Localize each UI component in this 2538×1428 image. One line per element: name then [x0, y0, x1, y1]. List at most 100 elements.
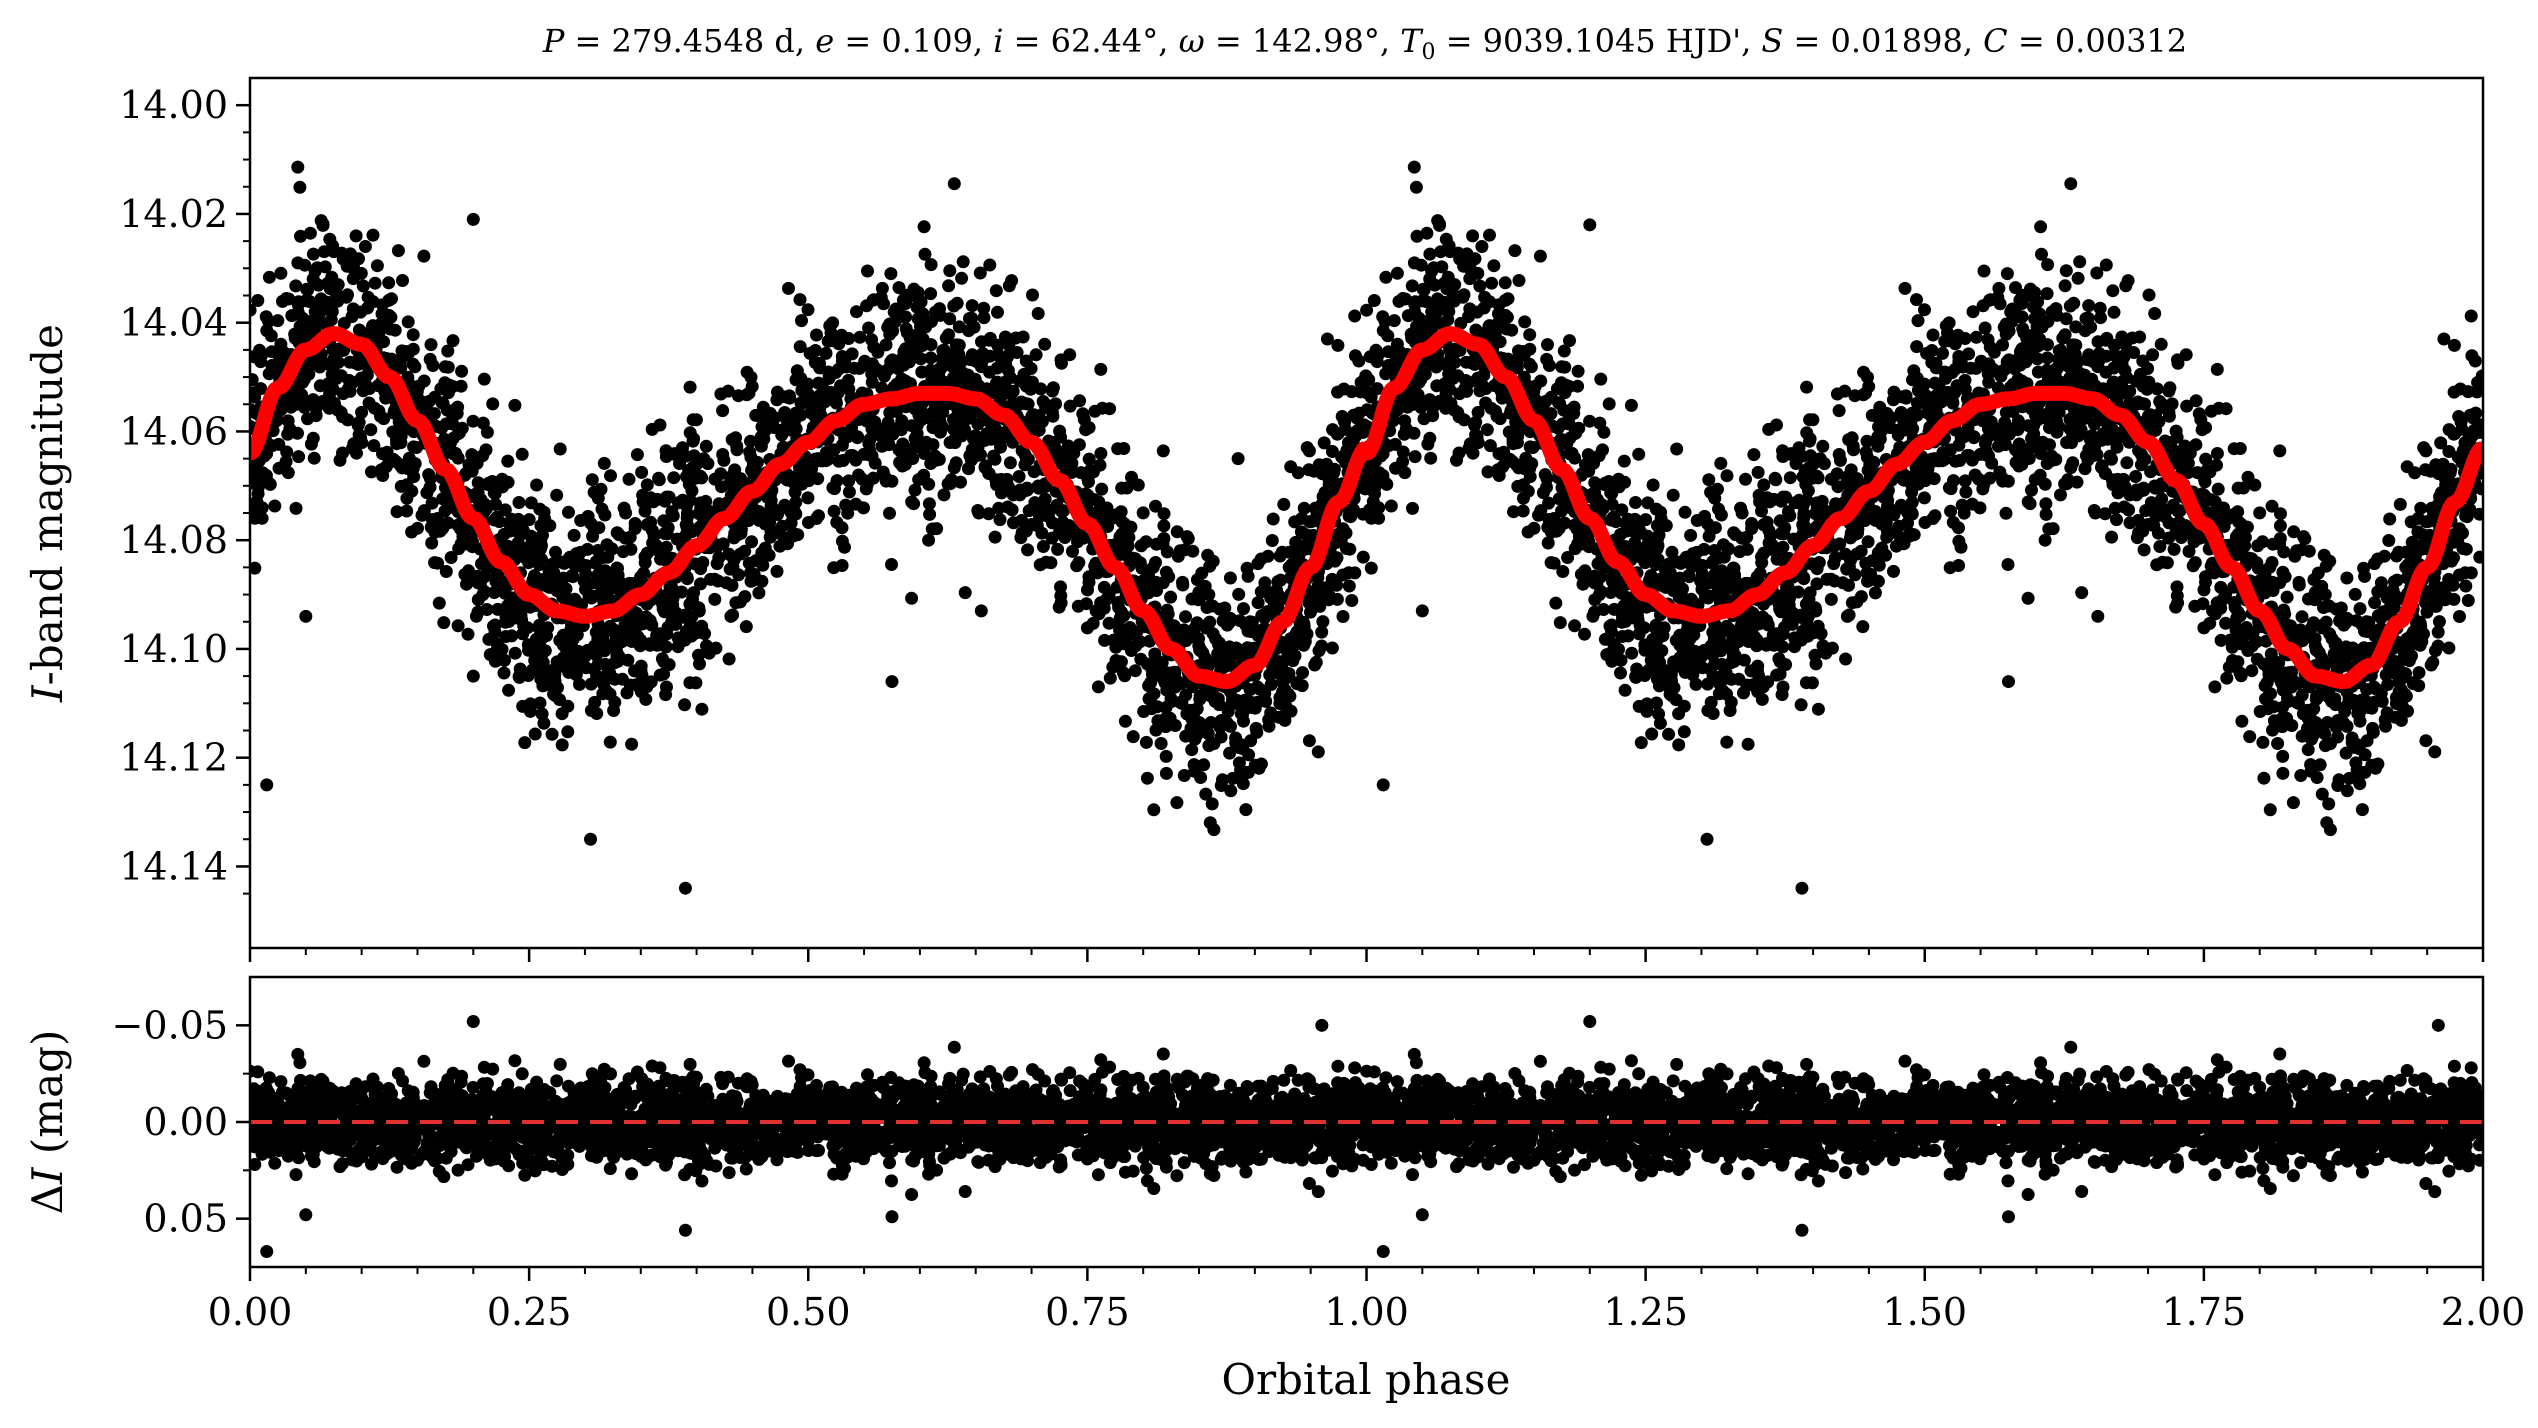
data-point — [683, 380, 697, 394]
data-point — [528, 727, 542, 741]
data-point — [2129, 488, 2143, 502]
data-point — [1290, 677, 1304, 691]
data-point — [2137, 543, 2151, 557]
data-point — [1103, 671, 1117, 685]
data-point — [2134, 367, 2147, 381]
data-point — [746, 458, 760, 472]
data-point — [617, 501, 631, 515]
data-point — [1479, 396, 1493, 410]
data-point — [2265, 499, 2279, 513]
data-point — [1390, 266, 1404, 280]
data-point — [1918, 303, 1931, 317]
data-point — [294, 229, 307, 243]
data-point — [1523, 440, 1537, 454]
data-point — [1533, 249, 1547, 263]
data-point — [2273, 444, 2287, 458]
data-point — [942, 279, 956, 293]
data-point — [1724, 695, 1738, 709]
data-point — [460, 577, 473, 591]
data-point — [1764, 493, 1778, 506]
data-point — [1168, 719, 1182, 732]
data-point — [1241, 569, 1255, 583]
data-point — [502, 683, 516, 697]
data-point — [1868, 586, 1882, 600]
data-point — [2358, 569, 2372, 583]
data-point — [1296, 666, 1309, 680]
data-point — [1796, 518, 1810, 532]
data-point — [2059, 264, 2073, 278]
data-point — [2035, 247, 2048, 261]
data-point — [802, 516, 815, 529]
data-point — [1284, 460, 1298, 474]
data-point — [1646, 478, 1660, 492]
data-point — [1216, 614, 1230, 628]
data-point — [1620, 524, 1634, 538]
data-point — [289, 501, 303, 515]
data-point — [1424, 451, 1438, 465]
data-point — [2353, 777, 2367, 791]
data-point — [2276, 766, 2290, 780]
data-point — [250, 373, 259, 387]
data-point — [1529, 394, 1543, 408]
data-point — [906, 452, 920, 465]
data-point — [2064, 177, 2078, 191]
data-point — [1544, 556, 1558, 570]
data-point — [855, 472, 869, 486]
data-point — [1156, 444, 1170, 458]
data-point — [2058, 279, 2072, 293]
data-point — [1229, 736, 1243, 750]
data-point — [1159, 766, 1173, 780]
data-point — [1612, 472, 1626, 486]
data-point — [2307, 702, 2321, 716]
data-point — [637, 566, 651, 580]
data-point — [1154, 737, 1168, 750]
data-point — [2276, 749, 2290, 763]
data-point — [355, 405, 369, 419]
data-point — [2186, 559, 2200, 573]
data-point — [1483, 439, 1497, 453]
data-point — [716, 448, 730, 461]
data-point — [2428, 745, 2442, 759]
data-point — [2105, 530, 2119, 544]
data-point — [1819, 646, 1833, 660]
data-point — [561, 699, 575, 713]
data-point — [949, 456, 963, 470]
data-point — [2392, 545, 2406, 559]
data-point — [1223, 571, 1237, 585]
data-point — [522, 643, 535, 657]
data-point — [2461, 594, 2475, 607]
data-point — [2285, 627, 2299, 641]
data-point — [1159, 749, 1173, 763]
data-point — [486, 397, 500, 411]
data-point — [892, 281, 906, 295]
data-point — [1604, 486, 1618, 500]
data-point — [1685, 621, 1699, 635]
data-point — [262, 314, 276, 328]
data-point — [1199, 787, 1213, 801]
data-point — [1236, 777, 1250, 791]
data-point — [1232, 756, 1246, 770]
data-point — [850, 431, 864, 445]
data-point — [501, 454, 515, 468]
data-point — [1773, 514, 1787, 528]
data-point — [1557, 344, 1571, 358]
data-point — [862, 321, 876, 335]
data-point — [2257, 771, 2271, 785]
data-point — [2075, 586, 2089, 600]
data-point — [1762, 524, 1776, 537]
data-point — [1999, 506, 2013, 520]
data-point — [1910, 293, 1923, 307]
data-point — [1816, 439, 1830, 453]
data-point — [1617, 454, 1631, 468]
data-point — [1764, 542, 1778, 556]
data-point — [495, 472, 509, 486]
data-point — [1420, 295, 1433, 309]
data-point — [2210, 447, 2224, 460]
data-point — [857, 501, 870, 515]
data-point — [2030, 352, 2044, 366]
data-point — [1719, 666, 1733, 680]
data-point — [749, 408, 763, 422]
data-point — [2250, 652, 2264, 666]
data-point — [1487, 259, 1501, 273]
